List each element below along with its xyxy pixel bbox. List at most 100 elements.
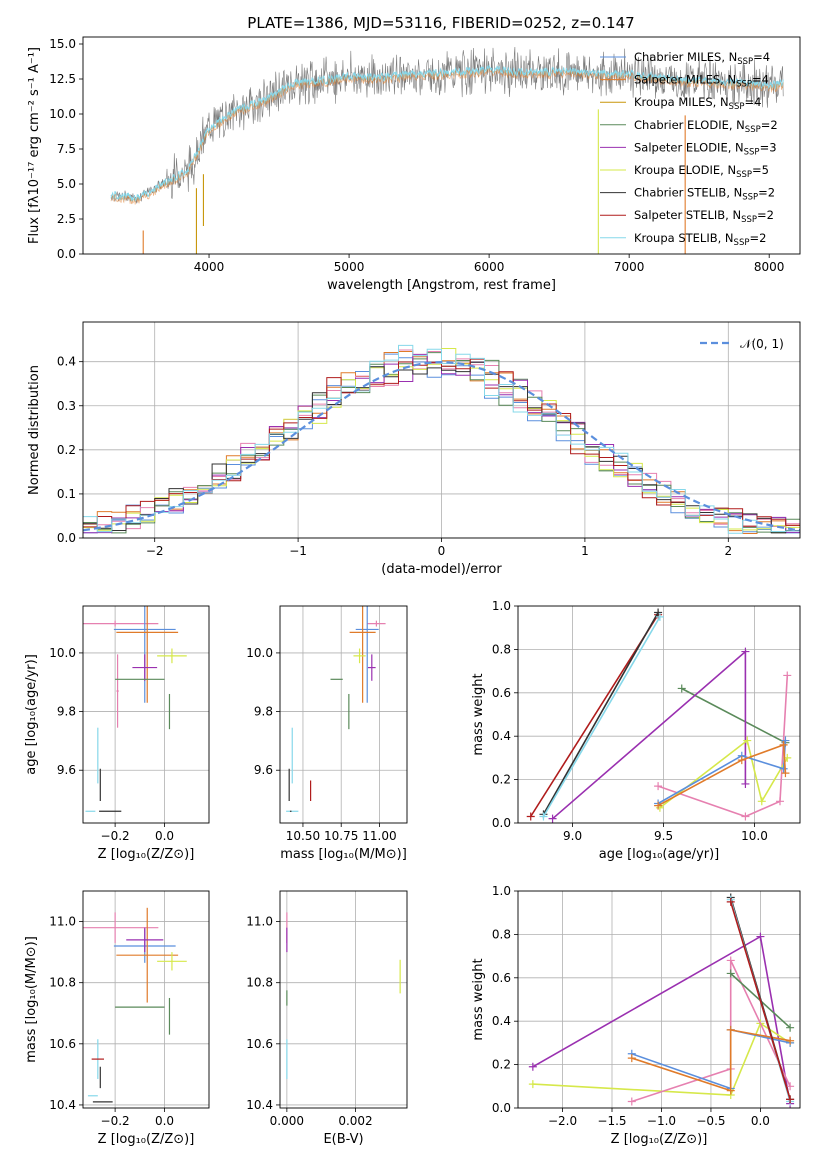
x-tick-label: 9.0 <box>563 829 582 843</box>
legend-label-tail: =4 <box>744 95 761 109</box>
axes-frame: −2.0 −1.5 −1.0 −0.5 0.0 0.0 0.2 0.4 0.6 0.8 1.0 Z [… <box>471 884 801 1147</box>
legend-label-sub: SSP <box>744 147 760 157</box>
series-marker <box>654 801 663 810</box>
axes-box <box>517 605 801 824</box>
series-marker <box>654 782 663 791</box>
normal-curve <box>83 360 800 532</box>
plot-area <box>83 891 209 1108</box>
axes-box <box>279 890 408 1109</box>
plot-area <box>280 891 407 1108</box>
series-line <box>681 687 786 744</box>
y-tick-label: 10.0 <box>49 646 76 660</box>
y-tick-label: 10.8 <box>246 976 273 990</box>
legend-label-sub: SSP <box>736 170 752 180</box>
legend-label-main: Chabrier MILES, N <box>634 50 737 64</box>
x-axis-label: Z [log₁₀(Z/Z⊙)] <box>98 847 195 862</box>
axes-frame: 0.000 0.002 10.4 10.6 10.8 11.0 E(B-V) <box>246 890 408 1147</box>
x-axis-label: mass [log₁₀(M/M⊙)] <box>280 847 407 862</box>
legend-label-tail: =2 <box>757 208 774 222</box>
y-tick-label: 15.0 <box>49 37 76 51</box>
axes-frame: −0.2 0.0 9.6 9.8 10.0 Z [log₁₀(Z/Z⊙)] age [log… <box>24 605 210 862</box>
errorbar-point <box>83 620 159 627</box>
y-tick-label: 0.6 <box>492 971 511 985</box>
x-tick-label: 0.002 <box>338 1114 372 1128</box>
series-line <box>729 901 791 1100</box>
panel-mass_vs_EBV: 0.000 0.002 10.4 10.6 10.8 11.0 E(B-V) <box>246 890 408 1147</box>
y-tick-label: 0.2 <box>57 443 76 457</box>
axes-box <box>82 890 210 1109</box>
legend-label-tail: =4 <box>753 50 770 64</box>
series-marker <box>548 814 557 823</box>
x-tick-label: 4000 <box>194 260 225 274</box>
x-tick-label: 0.0 <box>155 1114 174 1128</box>
x-tick-label: 10.75 <box>324 829 358 843</box>
axes-box <box>82 36 801 255</box>
series-marker <box>775 797 784 806</box>
panel-spectrum: 4000 5000 6000 7000 8000 0.0 2.5 5.0 7.5 10.0 12.5… <box>27 36 801 293</box>
legend-label: Kroupa ELODIE, NSSP=5 <box>634 163 769 180</box>
y-tick-label: 0.2 <box>492 1058 511 1072</box>
legend-label-sub: SSP <box>745 125 761 135</box>
y-axis-label: Normed distribution <box>27 365 42 495</box>
x-tick-label: 0.0 <box>155 829 174 843</box>
series-marker <box>627 1097 636 1106</box>
panel-mass_vs_Z: −0.2 0.0 10.4 10.6 10.8 11.0 Z [log₁₀(Z/Z⊙)] ma… <box>24 890 210 1147</box>
legend-label-sub: SSP <box>742 193 758 203</box>
errorbar-point <box>116 654 119 728</box>
plot-area <box>280 606 407 823</box>
panel-mass_weight_vs_Z: −2.0 −1.5 −1.0 −0.5 0.0 0.0 0.2 0.4 0.6 0.8 1.0 Z [… <box>471 884 801 1147</box>
legend-label-main: Salpeter MILES, N <box>634 73 736 87</box>
y-tick-label: 10.0 <box>246 646 273 660</box>
spectrum-model-line <box>110 64 784 202</box>
errorbar-point <box>132 654 158 681</box>
histogram-step-8 <box>83 344 800 534</box>
series-marker <box>779 740 788 749</box>
x-tick-label: 0.0 <box>751 1114 770 1128</box>
y-tick-label: 10.6 <box>49 1037 76 1051</box>
plot-area <box>83 606 209 823</box>
errorbar-point <box>367 620 386 627</box>
series-line <box>542 616 661 817</box>
plot-area <box>110 46 784 254</box>
legend-label-sub: SSP <box>729 102 745 112</box>
x-tick-label: −0.2 <box>101 1114 130 1128</box>
legend-label-main: Kroupa ELODIE, N <box>634 163 736 177</box>
y-axis-label: mass weight <box>471 673 486 755</box>
y-axis-label: mass [log₁₀(M/M⊙)] <box>24 936 39 1063</box>
series-marker <box>726 1025 735 1034</box>
errorbar-point <box>157 648 187 664</box>
legend-label-tail: =3 <box>760 140 777 154</box>
legend-label: Salpeter MILES, NSSP=4 <box>634 73 769 90</box>
legend-label-sub: SSP <box>741 215 757 225</box>
legend-label-tail: =2 <box>761 118 778 132</box>
legend-label: Chabrier ELODIE, NSSP=2 <box>634 118 778 135</box>
legend-label-main: Chabrier ELODIE, N <box>634 118 745 132</box>
y-axis-label: Flux [fλ10⁻¹⁷ erg cm⁻² s⁻¹ A⁻¹] <box>27 47 42 244</box>
x-tick-label: −2 <box>146 544 164 558</box>
x-tick-label: 10.0 <box>741 829 768 843</box>
errorbar-point <box>126 927 164 953</box>
series-marker <box>786 1095 795 1104</box>
y-tick-label: 7.5 <box>57 142 76 156</box>
y-tick-label: 11.0 <box>49 915 76 929</box>
legend-label-tail: =4 <box>752 73 769 87</box>
errorbar-point <box>116 606 179 703</box>
y-tick-label: 0.4 <box>492 729 511 743</box>
plot-area <box>83 322 800 538</box>
y-tick-label: 0.4 <box>492 1014 511 1028</box>
histogram-step-0 <box>83 353 800 534</box>
series-marker <box>526 812 535 821</box>
errorbar-point <box>367 654 376 681</box>
series-marker <box>654 608 663 617</box>
x-tick-label: 5000 <box>334 260 365 274</box>
y-tick-label: 9.6 <box>57 763 76 777</box>
legend-label-main: Kroupa STELIB, N <box>634 231 734 245</box>
x-tick-label: 10.50 <box>286 829 320 843</box>
series-marker <box>737 756 746 765</box>
y-tick-label: 2.5 <box>57 212 76 226</box>
series-line <box>532 1022 791 1096</box>
residual-legend: 𝒩(0, 1) <box>700 337 784 351</box>
series-marker <box>726 1086 735 1095</box>
axes-frame: 4000 5000 6000 7000 8000 0.0 2.5 5.0 7.5 10.0 12.5… <box>27 36 801 293</box>
x-axis-label: age [log₁₀(age/yr)] <box>599 847 720 862</box>
